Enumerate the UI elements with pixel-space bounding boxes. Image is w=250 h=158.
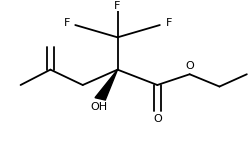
Text: F: F [64, 18, 70, 28]
Text: F: F [166, 18, 172, 28]
Text: O: O [153, 114, 162, 124]
Text: F: F [114, 1, 121, 11]
Text: O: O [185, 61, 194, 71]
Text: OH: OH [90, 102, 108, 112]
Polygon shape [95, 70, 118, 100]
